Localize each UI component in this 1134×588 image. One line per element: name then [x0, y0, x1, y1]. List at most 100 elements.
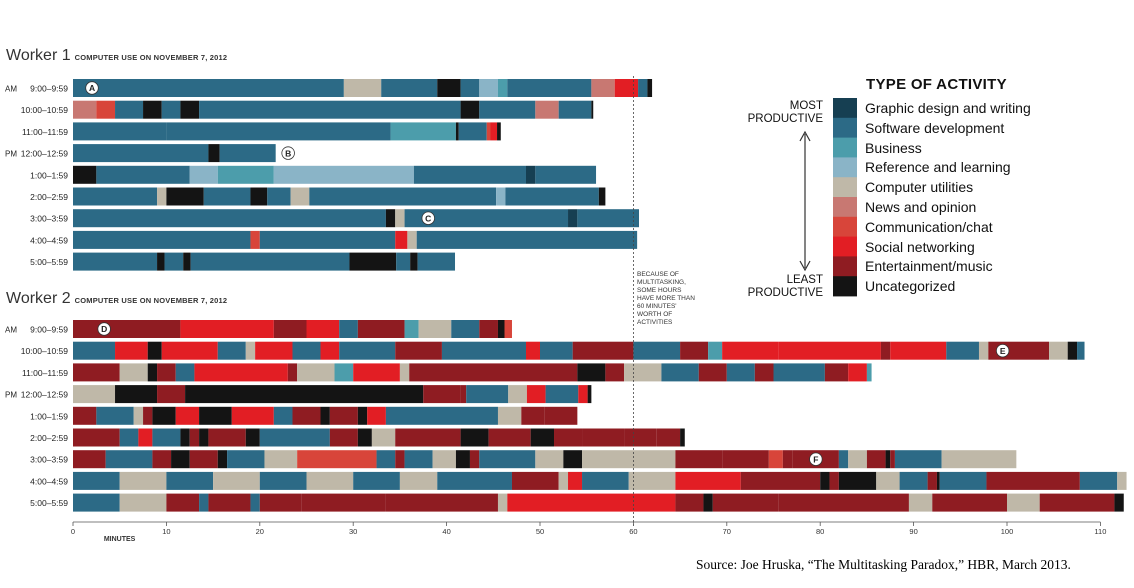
bar-segment [479, 79, 498, 97]
bar-segment [722, 341, 779, 360]
bar-segment [460, 428, 489, 447]
bar-segment [932, 493, 1007, 512]
bar-segment [535, 450, 564, 469]
bar-segment [899, 471, 928, 490]
bar-segment [782, 450, 793, 469]
bar-segment [157, 252, 165, 271]
bar-segment [497, 493, 508, 512]
bar-segment [418, 320, 452, 338]
bar-segment [357, 428, 372, 447]
bar-segment [157, 385, 186, 404]
bar-segment [469, 450, 480, 469]
bar-segment [441, 341, 526, 360]
bar-segment [115, 385, 158, 404]
bar-segment [582, 428, 625, 447]
bar-segment [292, 406, 321, 425]
bar-segment [410, 252, 418, 271]
bar-segment [133, 406, 144, 425]
bar-segment [395, 341, 442, 360]
bar-segment [838, 450, 849, 469]
worker-1-header: Worker 1 COMPUTER USE ON NOVEMBER 7, 2012 [6, 47, 227, 65]
bar-segment [740, 471, 821, 490]
bar-segment [395, 209, 405, 228]
bar-segment [119, 363, 148, 382]
bar-segment [497, 122, 501, 141]
marker-circle [281, 146, 295, 160]
row-label: 4:00–4:59 [30, 476, 68, 486]
row-label: 11:00–11:59 [22, 368, 68, 378]
bar-segment [180, 428, 190, 447]
bar-segment [754, 363, 774, 382]
bar-segment [591, 79, 615, 97]
bar-segment [497, 79, 508, 97]
bar-segment [185, 385, 424, 404]
bar-segment [479, 320, 498, 338]
bar-segment [582, 471, 629, 490]
bar-segment [507, 493, 676, 512]
bar-segment [404, 209, 569, 228]
bar-segment [488, 428, 531, 447]
bar-segment [119, 428, 139, 447]
bar-segment [614, 79, 639, 97]
bar-segment [152, 428, 181, 447]
bar-segment [189, 165, 218, 184]
row-label: 3:00–3:59 [30, 455, 68, 465]
legend-item-label: Social networking [865, 238, 975, 255]
x-tick-label: 10 [162, 527, 170, 536]
bar-segment [577, 363, 606, 382]
bar-segment [138, 428, 153, 447]
bar-segment [908, 493, 933, 512]
legend-item-label: Business [865, 139, 922, 156]
legend-item-label: Entertainment/music [865, 258, 993, 275]
marker-circle [85, 81, 99, 95]
bar-segment [848, 363, 867, 382]
bar-segment [1117, 471, 1127, 490]
bar-segment [455, 450, 470, 469]
x-tick-label: 110 [1094, 527, 1106, 536]
bar-segment [119, 471, 167, 490]
bar-segment [455, 122, 459, 141]
bar-segment [535, 165, 597, 184]
worker-2-header: Worker 2 COMPUTER USE ON NOVEMBER 7, 2012 [6, 290, 227, 308]
bar-segment [880, 341, 891, 360]
bar-segment [199, 100, 461, 119]
row-label: 3:00–3:59 [30, 214, 68, 224]
bar-segment [460, 100, 480, 119]
legend-item-label: News and opinion [865, 199, 977, 215]
bar-segment [563, 450, 583, 469]
bar-segment [535, 100, 559, 119]
bar-segment [726, 363, 755, 382]
marker-letter: D [101, 324, 107, 334]
bar-segment [1079, 471, 1118, 490]
bar-segment [290, 187, 310, 206]
bar-segment [273, 165, 414, 184]
bar-segment [306, 320, 340, 338]
bar-segment [675, 450, 723, 469]
bar-segment [978, 341, 989, 360]
legend-swatch [833, 197, 857, 218]
bar-segment [460, 385, 467, 404]
bar-segment [255, 341, 293, 360]
bar-segment [208, 144, 220, 163]
bar-segment [712, 493, 779, 512]
row-label: 5:00–5:59 [30, 257, 68, 267]
bar-segment [152, 406, 176, 425]
bar-segment [479, 100, 536, 119]
bar-segment [301, 493, 386, 512]
bar-segment [680, 341, 709, 360]
bar-segment [413, 165, 526, 184]
bar-segment [217, 165, 274, 184]
bar-segment [189, 450, 218, 469]
bar-segment [577, 209, 639, 228]
bar-segment [466, 385, 509, 404]
bar-segment [175, 406, 200, 425]
bar-segment [259, 471, 307, 490]
legend-item-label: Software development [865, 119, 1005, 136]
bar-segment [521, 406, 545, 425]
bar-segment [708, 341, 723, 360]
bar-segment [157, 187, 167, 206]
bar-segment [505, 187, 599, 206]
bar-segment [395, 450, 405, 469]
bar-segment [166, 471, 214, 490]
bar-segment [526, 385, 546, 404]
